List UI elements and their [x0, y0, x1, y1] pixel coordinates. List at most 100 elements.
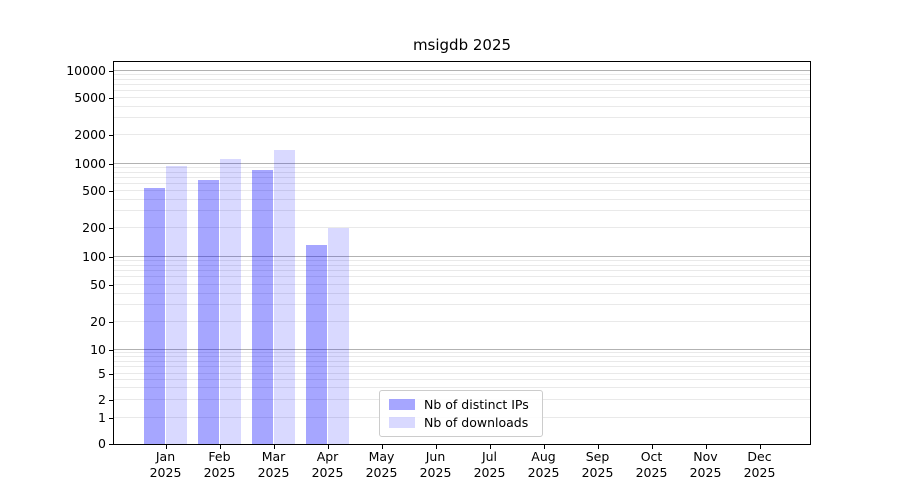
y-tick-mark: [109, 71, 113, 72]
gridline: [114, 70, 810, 71]
y-tick-label: 5: [98, 365, 106, 381]
chart-title: msigdb 2025: [412, 36, 512, 54]
y-tick-mark: [109, 190, 113, 192]
gridline: [114, 198, 810, 200]
x-tick-label: Sep 2025: [581, 449, 614, 480]
gridline: [114, 366, 810, 368]
plot-inner: [114, 62, 810, 444]
x-tick-label: Feb 2025: [203, 449, 236, 480]
y-tick-mark: [109, 444, 113, 445]
y-tick-label: 10: [90, 341, 106, 357]
x-tick-mark: [705, 445, 707, 449]
gridline: [114, 387, 810, 389]
gridline: [114, 276, 810, 278]
y-tick-mark: [109, 164, 113, 165]
x-tick-label: Dec 2025: [743, 449, 776, 480]
gridline: [114, 292, 810, 294]
x-tick-mark: [435, 445, 437, 449]
y-tick-mark: [109, 349, 113, 351]
gridline: [114, 269, 810, 271]
x-tick-label: Apr 2025: [311, 449, 344, 480]
y-tick-mark: [109, 228, 113, 229]
y-tick-label: 10000: [66, 63, 106, 78]
gridline: [114, 255, 810, 257]
y-tick-label: 1: [98, 409, 106, 425]
gridline: [114, 283, 810, 285]
gridline: [114, 182, 810, 184]
x-tick-mark: [381, 445, 383, 449]
gridline: [114, 117, 810, 119]
y-tick-mark: [109, 256, 113, 258]
gridline: [114, 352, 810, 354]
legend: Nb of distinct IPs Nb of downloads: [379, 390, 543, 437]
bar-downloads-mar-2025: [273, 150, 296, 444]
x-tick-mark: [489, 445, 491, 449]
y-tick-label: 200: [82, 220, 106, 235]
legend-label-downloads: Nb of downloads: [424, 415, 529, 430]
y-tick-mark: [109, 134, 113, 136]
legend-item-distinct-ips: Nb of distinct IPs: [389, 397, 533, 412]
y-tick-mark: [109, 373, 113, 375]
y-tick-label: 500: [82, 182, 106, 198]
y-tick-mark: [109, 417, 113, 419]
x-tick-label: Oct 2025: [635, 449, 668, 480]
y-tick-mark: [109, 284, 113, 286]
gridline: [114, 74, 810, 76]
bar-downloads-apr-2025: [327, 228, 350, 444]
gridline: [114, 378, 810, 380]
y-tick-label: 20: [90, 314, 106, 329]
gridline: [114, 171, 810, 173]
x-tick-mark: [273, 445, 275, 449]
y-tick-mark: [109, 400, 113, 401]
bar-downloads-jan-2025: [165, 165, 188, 444]
gridline: [114, 97, 810, 98]
y-tick-mark: [109, 322, 113, 323]
y-tick-label: 0: [98, 436, 106, 451]
x-tick-label: Jul 2025: [473, 449, 506, 480]
bar-distinct-ips-apr-2025: [305, 244, 328, 444]
gridline: [114, 372, 810, 374]
bar-distinct-ips-feb-2025: [197, 179, 220, 444]
y-tick-label: 2: [98, 392, 106, 407]
x-tick-label: Jun 2025: [419, 449, 452, 480]
legend-swatch-distinct-ips-icon: [389, 399, 415, 410]
x-tick-mark: [759, 445, 761, 449]
x-tick-label: Aug 2025: [527, 449, 560, 480]
gridline: [114, 163, 810, 164]
x-tick-label: Nov 2025: [689, 449, 722, 480]
y-tick-mark: [109, 98, 113, 99]
legend-swatch-downloads-icon: [389, 417, 415, 428]
y-tick-label: 100: [82, 248, 106, 264]
gridline: [114, 259, 810, 261]
bar-distinct-ips-jan-2025: [143, 188, 166, 444]
gridline: [114, 78, 810, 80]
legend-item-downloads: Nb of downloads: [389, 415, 533, 430]
gridline: [114, 227, 810, 228]
y-tick-label: 5000: [74, 90, 106, 105]
gridline: [114, 133, 810, 135]
legend-label-distinct-ips: Nb of distinct IPs: [424, 397, 529, 412]
x-tick-mark: [219, 445, 221, 449]
gridline: [114, 356, 810, 358]
gridline: [114, 264, 810, 266]
gridline: [114, 89, 810, 91]
gridline: [114, 105, 810, 107]
y-tick-label: 50: [90, 276, 106, 292]
x-tick-label: Jan 2025: [149, 449, 182, 480]
bar-distinct-ips-mar-2025: [251, 169, 274, 444]
gridline: [114, 348, 810, 350]
y-tick-label: 1000: [74, 156, 106, 171]
x-tick-mark: [327, 445, 329, 449]
x-tick-mark: [543, 445, 545, 449]
bar-downloads-feb-2025: [219, 159, 242, 444]
x-tick-mark: [651, 445, 653, 449]
x-tick-mark: [597, 445, 599, 449]
gridline: [114, 176, 810, 178]
gridline: [114, 210, 810, 212]
x-tick-mark: [165, 445, 167, 449]
gridline: [114, 189, 810, 191]
x-tick-label: Mar 2025: [257, 449, 290, 480]
gridline: [114, 167, 810, 169]
plot-area: [113, 61, 811, 445]
